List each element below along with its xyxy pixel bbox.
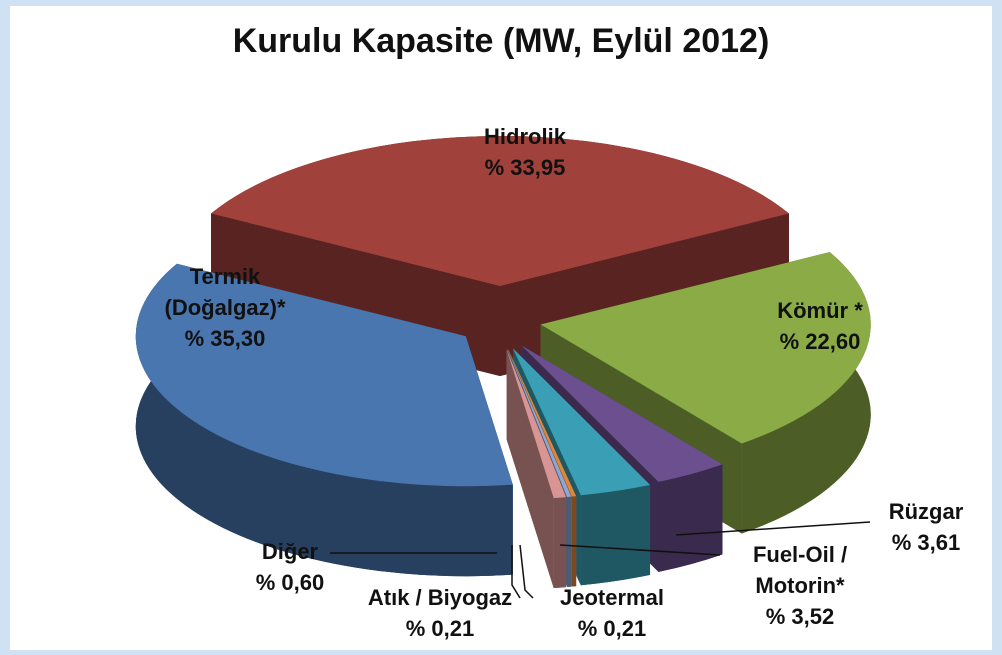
leader-line: [511, 545, 521, 599]
value-label: % 22,60: [779, 329, 861, 354]
leader-line: [519, 544, 534, 599]
slice-side: [580, 484, 651, 586]
slice: [507, 349, 572, 497]
leader-line: [559, 544, 721, 556]
slice-side: [506, 349, 554, 589]
slice-side: [571, 496, 577, 587]
slice-label: Rüzgar: [888, 499, 964, 524]
value-label: % 0,60: [255, 570, 325, 595]
value-label: % 35,30: [184, 326, 266, 351]
slice: [521, 345, 723, 482]
slice: [211, 136, 789, 286]
slice: [506, 349, 566, 499]
value-label: % 33,95: [484, 155, 566, 180]
value-label: % 3,61: [891, 530, 961, 555]
leader-line: [675, 521, 871, 536]
slice-label: Atık / Biyogaz: [367, 585, 513, 610]
slice: [135, 263, 513, 487]
slice: [508, 349, 577, 497]
slice-shade: [658, 464, 723, 572]
pie: [135, 136, 871, 589]
slice-shade: [580, 484, 651, 586]
slice-side: [567, 496, 572, 587]
slice-shade: [506, 349, 554, 589]
chart-title: Kurulu Kapasite (MW, Eylül 2012): [232, 22, 770, 60]
value-label: % 0,21: [577, 616, 647, 641]
slice-shade: [135, 263, 513, 577]
slice-shade: [571, 496, 577, 587]
slice-shade: [553, 497, 566, 589]
slice-label: Kömür *: [777, 298, 863, 323]
slice-label: Diğer: [261, 539, 319, 564]
slice-side: [553, 497, 566, 589]
slice-side: [135, 263, 513, 577]
value-label: % 3,52: [765, 604, 835, 629]
slice-label: Hidrolik: [484, 124, 566, 149]
slice-side: [658, 464, 723, 572]
slice: [512, 348, 651, 496]
slice-shade: [567, 496, 572, 587]
slice-label: Termik (Doğalgaz)*: [164, 264, 286, 320]
value-label: % 0,21: [405, 616, 475, 641]
slice-label: Jeotermal: [560, 585, 664, 610]
slice: [540, 252, 871, 444]
slice-label: Fuel-Oil / Motorin*: [752, 542, 848, 598]
